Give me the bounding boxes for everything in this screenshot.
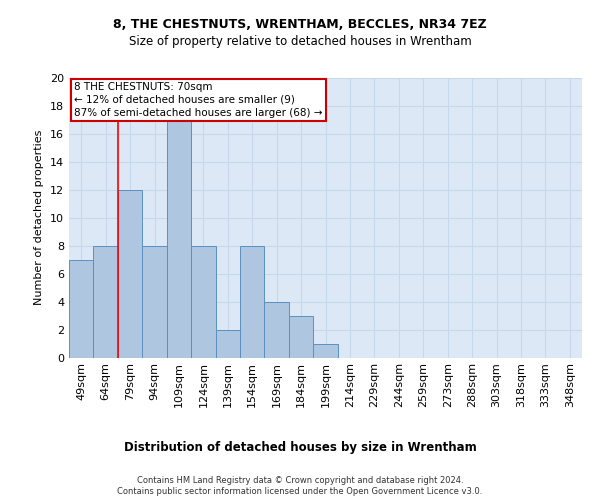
Bar [191,246,215,358]
Bar [94,246,118,358]
Text: Contains public sector information licensed under the Open Government Licence v3: Contains public sector information licen… [118,488,482,496]
Text: 8 THE CHESTNUTS: 70sqm
← 12% of detached houses are smaller (9)
87% of semi-deta: 8 THE CHESTNUTS: 70sqm ← 12% of detached… [74,82,323,118]
Text: Contains HM Land Registry data © Crown copyright and database right 2024.: Contains HM Land Registry data © Crown c… [137,476,463,485]
Bar [289,316,313,358]
Text: Size of property relative to detached houses in Wrentham: Size of property relative to detached ho… [128,35,472,48]
Bar [142,246,167,358]
Bar [240,246,265,358]
Y-axis label: Number of detached properties: Number of detached properties [34,130,44,305]
Bar [167,120,191,358]
Text: 8, THE CHESTNUTS, WRENTHAM, BECCLES, NR34 7EZ: 8, THE CHESTNUTS, WRENTHAM, BECCLES, NR3… [113,18,487,30]
Bar [215,330,240,357]
Bar [313,344,338,357]
Bar [118,190,142,358]
Bar [69,260,94,358]
Text: Distribution of detached houses by size in Wrentham: Distribution of detached houses by size … [124,441,476,454]
Bar [265,302,289,358]
